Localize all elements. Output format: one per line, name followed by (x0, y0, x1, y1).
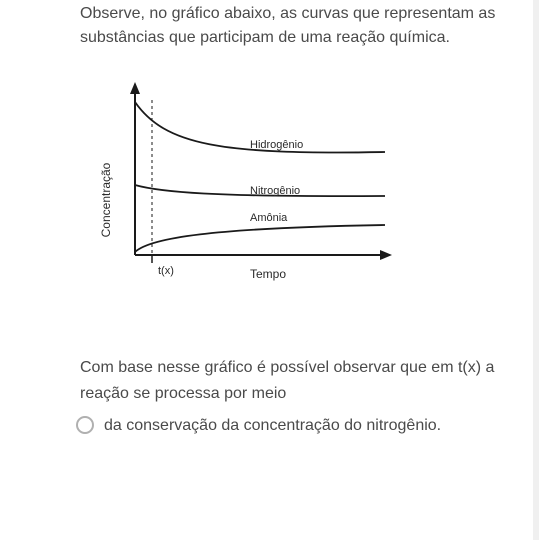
x-axis-label: Tempo (250, 267, 286, 281)
option-a-row[interactable]: da conservação da concentração do nitrog… (80, 414, 509, 438)
option-a-text: da conservação da concentração do nitrog… (104, 414, 441, 438)
concentration-chart: Concentração t(x) Hidrogênio Nitrogênio … (90, 80, 509, 295)
scrollbar-track[interactable] (533, 0, 539, 540)
radio-icon[interactable] (76, 416, 94, 434)
question-paragraph: Com base nesse gráfico é possível observ… (80, 355, 509, 406)
curve-amonia (135, 225, 385, 252)
chart-svg: Concentração t(x) Hidrogênio Nitrogênio … (90, 80, 410, 290)
y-axis-arrow (130, 82, 140, 94)
label-nitrogenio: Nitrogênio (250, 185, 300, 197)
y-axis-label: Concentração (99, 162, 113, 237)
x-axis-arrow (380, 250, 392, 260)
label-hidrogenio: Hidrogênio (250, 139, 303, 151)
label-amonia: Amônia (250, 212, 288, 224)
intro-paragraph: Observe, no gráfico abaixo, as curvas qu… (80, 0, 509, 50)
tx-label: t(x) (158, 265, 174, 277)
